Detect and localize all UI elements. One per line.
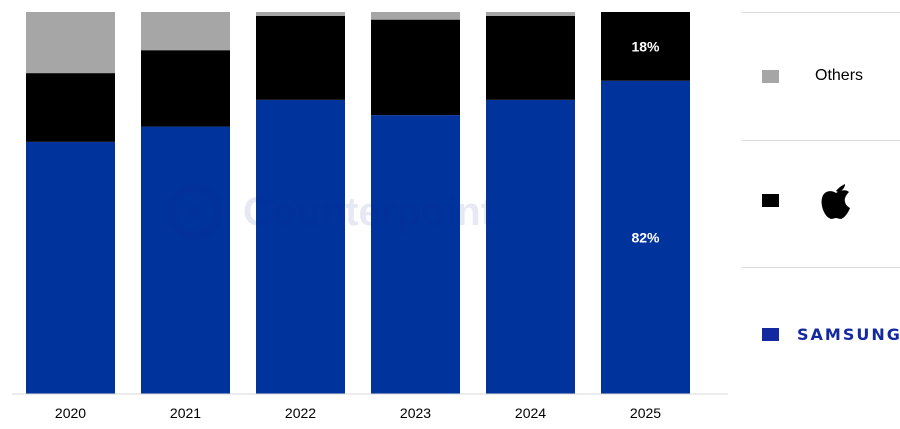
legend-divider <box>742 267 900 268</box>
bar-apple-2025 <box>601 12 690 81</box>
bar-samsung-2022 <box>256 99 345 395</box>
bar-apple-2020 <box>26 73 115 142</box>
data-label-apple-2025: 18% <box>631 38 660 54</box>
bar-apple-2024 <box>486 15 575 100</box>
bar-apple-2021 <box>141 50 230 127</box>
apple-logo-icon <box>821 184 850 219</box>
bar-others-2022 <box>256 12 345 16</box>
stacked-bar-chart: 2020 2021 2022 2023 2024 2025 82% 18% <box>12 12 728 421</box>
x-tick-label-2023: 2023 <box>400 405 431 421</box>
legend-label-samsung: SAMSUNG <box>797 325 900 344</box>
bars-group <box>26 12 690 395</box>
bar-apple-2022 <box>256 15 345 100</box>
bar-others-2023 <box>371 12 460 20</box>
x-tick-label-2025: 2025 <box>630 405 661 421</box>
legend-divider <box>742 140 900 141</box>
bar-samsung-2025 <box>601 80 690 394</box>
bar-others-2021 <box>141 12 230 51</box>
legend-label-others: Others <box>815 67 864 84</box>
legend-divider <box>742 12 900 13</box>
legend-item-others: Others <box>762 67 863 85</box>
legend-item-apple <box>762 180 853 220</box>
legend-item-samsung: SAMSUNG <box>762 325 900 344</box>
legend: Others SAMSUNG <box>742 12 900 394</box>
data-label-samsung-2025: 82% <box>631 229 660 245</box>
bar-samsung-2020 <box>26 141 115 394</box>
bar-samsung-2023 <box>371 115 460 394</box>
x-tick-label-2020: 2020 <box>55 405 86 421</box>
x-tick-label-2021: 2021 <box>170 405 201 421</box>
bar-others-2024 <box>486 12 575 16</box>
data-labels: 82% 18% <box>631 38 660 245</box>
legend-swatch-apple <box>762 193 779 207</box>
x-tick-labels: 2020 2021 2022 2023 2024 2025 <box>55 405 661 421</box>
legend-swatch-others <box>762 69 779 83</box>
legend-swatch-samsung <box>762 328 779 341</box>
x-tick-label-2024: 2024 <box>515 405 546 421</box>
bar-samsung-2024 <box>486 99 575 395</box>
bar-samsung-2021 <box>141 126 230 394</box>
bar-others-2020 <box>26 12 115 74</box>
bar-apple-2023 <box>371 19 460 116</box>
x-tick-label-2022: 2022 <box>285 405 316 421</box>
